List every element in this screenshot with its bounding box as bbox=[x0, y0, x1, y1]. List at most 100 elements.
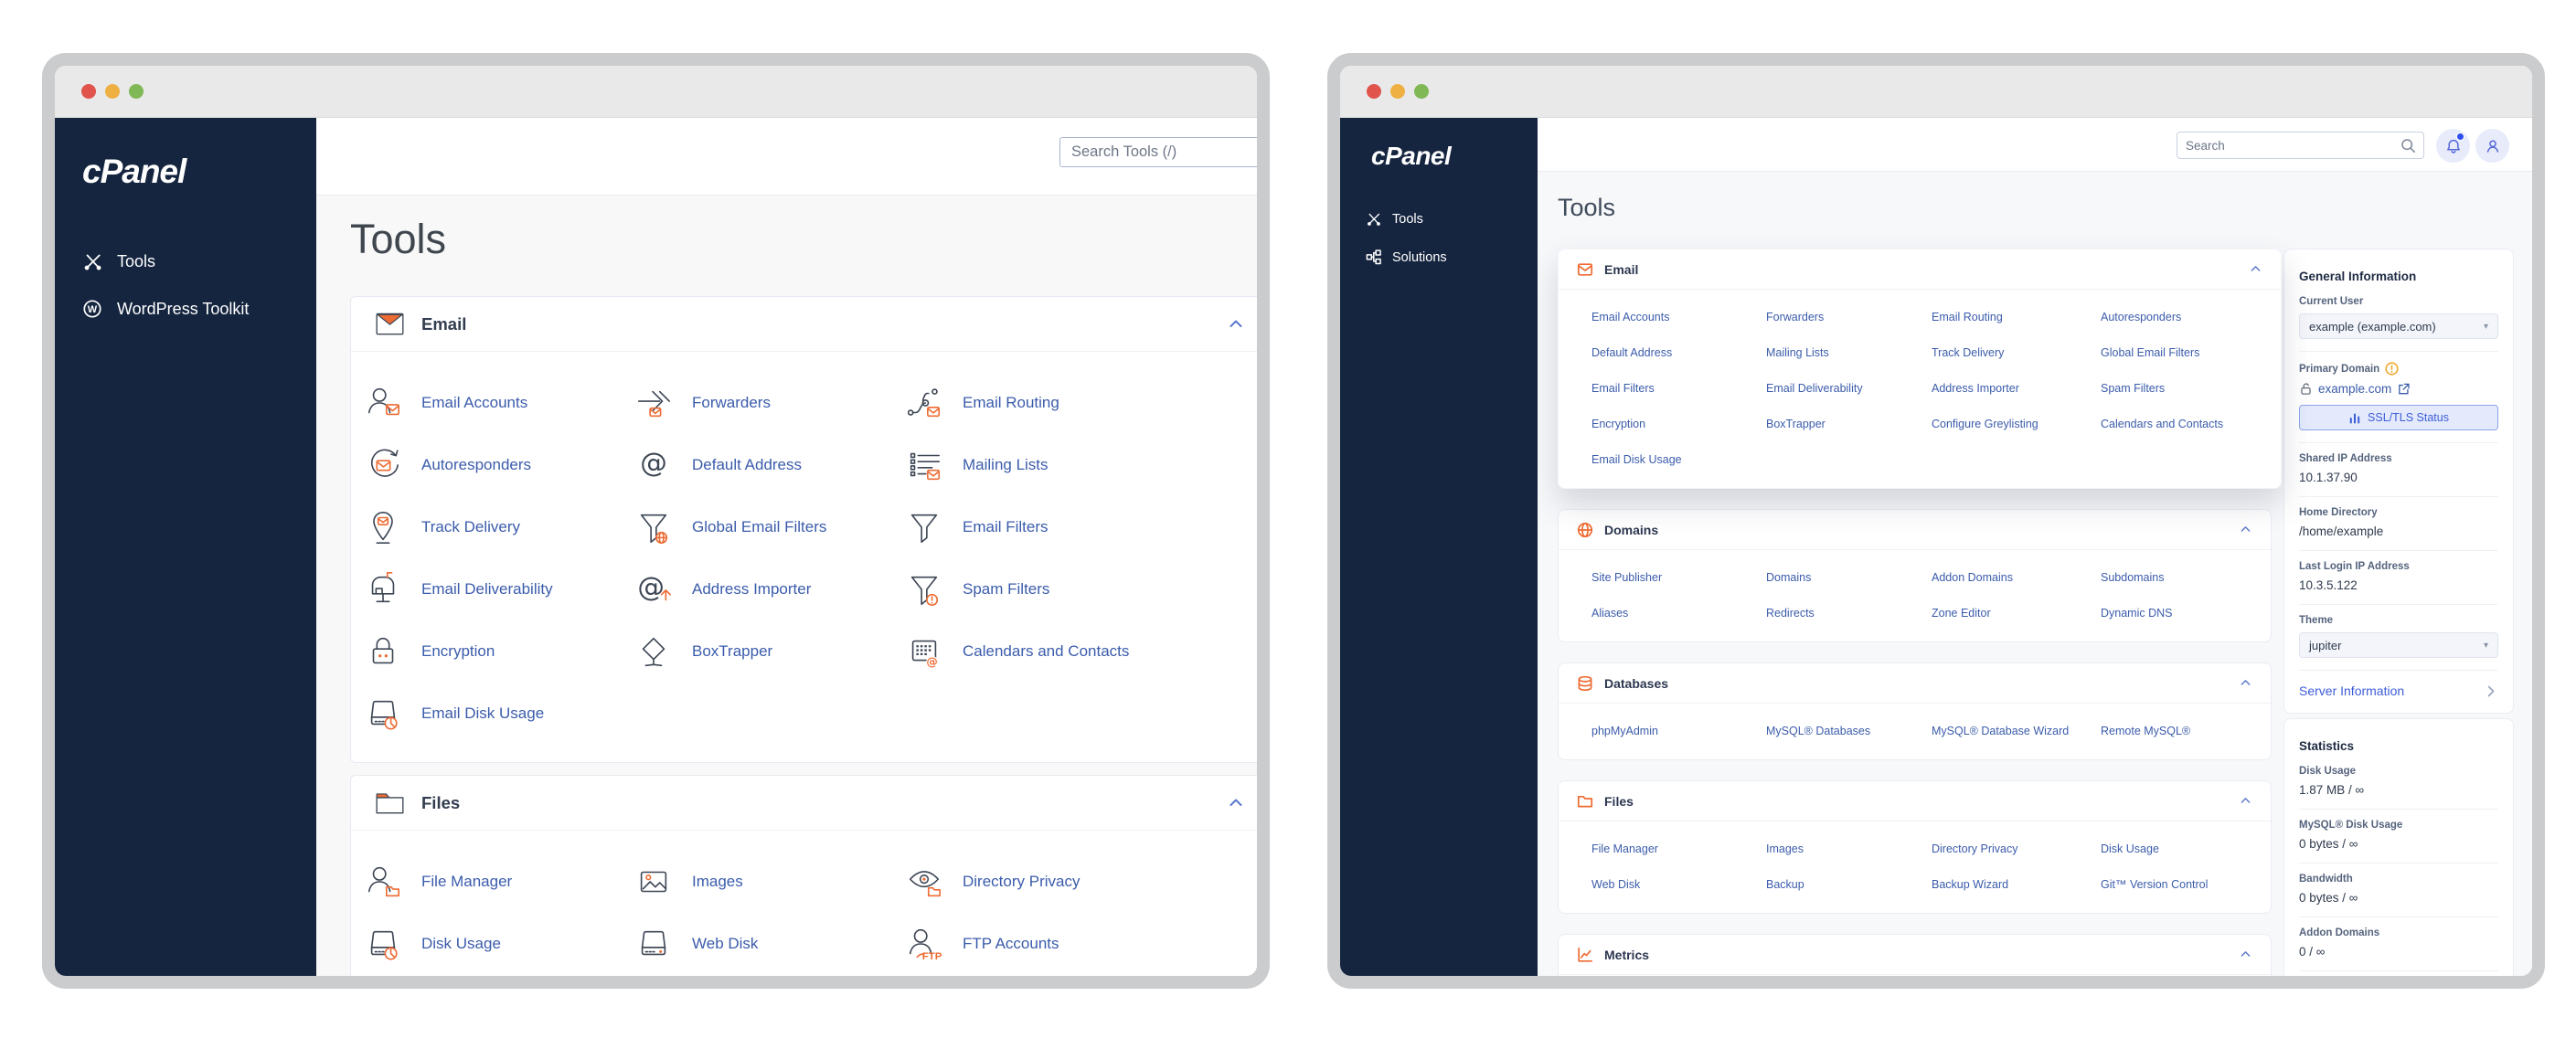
stat-label: Bandwidth bbox=[2299, 874, 2353, 885]
collapse-chevron-up-icon[interactable] bbox=[2239, 676, 2252, 690]
tool-link[interactable]: Global Email Filters bbox=[2101, 345, 2200, 359]
chevron-right-icon bbox=[2485, 684, 2498, 698]
search-input[interactable] bbox=[1059, 137, 1257, 167]
tool-link[interactable]: Autoresponders bbox=[421, 456, 532, 473]
sidebar-item-solutions[interactable]: Solutions bbox=[1366, 249, 1538, 265]
collapse-chevron-up-icon[interactable] bbox=[1227, 794, 1245, 812]
tool-link[interactable]: Email Deliverability bbox=[1766, 381, 1863, 395]
tool-link[interactable]: Disk Usage bbox=[421, 935, 501, 952]
tool-link[interactable]: Redirects bbox=[1766, 606, 1815, 620]
tool-link[interactable]: Email Disk Usage bbox=[1591, 452, 1682, 466]
tool-link[interactable]: Images bbox=[692, 873, 743, 890]
cpanel-logo[interactable]: cPanel bbox=[82, 153, 186, 190]
tool-link[interactable]: Zone Editor bbox=[1932, 606, 1991, 620]
tool-link[interactable]: MySQL® Database Wizard bbox=[1932, 724, 2070, 737]
maximize-window-dot[interactable] bbox=[129, 84, 144, 99]
sidebar-item-tools[interactable]: Tools bbox=[82, 251, 316, 271]
tool-link[interactable]: File Manager bbox=[1591, 842, 1658, 855]
tool-link[interactable]: Email Accounts bbox=[1591, 310, 1670, 323]
sidebar-item-tools[interactable]: Tools bbox=[1366, 211, 1538, 227]
minimize-window-dot[interactable] bbox=[105, 84, 120, 99]
tool-link[interactable]: Domains bbox=[1766, 570, 1812, 584]
search-box bbox=[2177, 132, 2424, 159]
tool-link[interactable]: File Manager bbox=[421, 873, 513, 890]
tool-link[interactable]: Email Deliverability bbox=[421, 580, 553, 598]
tool-link[interactable]: Addon Domains bbox=[1932, 570, 2013, 584]
minimize-window-dot[interactable] bbox=[1390, 84, 1405, 99]
notifications-button[interactable] bbox=[2436, 129, 2470, 163]
tool-link[interactable]: Email Routing bbox=[1932, 310, 2003, 323]
tool-link[interactable]: Address Importer bbox=[692, 580, 812, 598]
collapse-chevron-up-icon[interactable] bbox=[2239, 794, 2252, 808]
tool-link[interactable]: FTP Accounts bbox=[963, 935, 1059, 952]
sidebar-item-wordpress-toolkit[interactable]: W WordPress Toolkit bbox=[82, 299, 316, 319]
tool-link[interactable]: Aliases bbox=[1591, 606, 1629, 620]
tool-link[interactable]: Calendars and Contacts bbox=[2101, 417, 2224, 430]
tool-link[interactable]: Web Disk bbox=[692, 935, 759, 952]
tool-link[interactable]: Images bbox=[1766, 842, 1804, 855]
tool-link[interactable]: Track Delivery bbox=[421, 518, 520, 535]
collapse-chevron-up-icon[interactable] bbox=[1227, 315, 1245, 334]
tool-link[interactable]: Mailing Lists bbox=[1766, 345, 1829, 359]
tool-link[interactable]: Disk Usage bbox=[2101, 842, 2159, 855]
tool-link[interactable]: Address Importer bbox=[1932, 381, 2019, 395]
close-window-dot[interactable] bbox=[81, 84, 96, 99]
close-window-dot[interactable] bbox=[1367, 84, 1381, 99]
tool-link[interactable]: Backup Wizard bbox=[1932, 877, 2009, 891]
tool-link[interactable]: Forwarders bbox=[1766, 310, 1825, 323]
primary-domain-link[interactable]: example.com bbox=[2299, 382, 2498, 396]
field-label: Theme bbox=[2299, 615, 2498, 626]
cpanel-logo[interactable]: cPanel bbox=[1371, 142, 1452, 170]
tool-link[interactable]: Calendars and Contacts bbox=[963, 642, 1130, 660]
tool-link[interactable]: phpMyAdmin bbox=[1591, 724, 1658, 737]
account-button[interactable] bbox=[2475, 129, 2509, 163]
tool-link[interactable]: Default Address bbox=[1591, 345, 1673, 359]
tool-link[interactable]: Email Accounts bbox=[421, 394, 528, 411]
tool-link[interactable]: Email Filters bbox=[1591, 381, 1655, 395]
tool-link[interactable]: Autoresponders bbox=[2101, 310, 2182, 323]
ssl-tls-status-button[interactable]: SSL/TLS Status bbox=[2299, 405, 2498, 430]
tool-link[interactable]: Git™ Version Control bbox=[2101, 877, 2209, 891]
tool-link[interactable]: Subdomains bbox=[2101, 570, 2165, 584]
field-select[interactable]: example (example.com) ▾ bbox=[2299, 313, 2498, 339]
tool-link[interactable]: Encryption bbox=[1591, 417, 1646, 430]
tool-link[interactable]: Directory Privacy bbox=[1932, 842, 2018, 855]
tool-link[interactable]: Backup bbox=[1766, 877, 1804, 891]
tool-link[interactable]: Default Address bbox=[692, 456, 803, 473]
tool-link[interactable]: Site Publisher bbox=[1591, 570, 1663, 584]
collapse-chevron-up-icon[interactable] bbox=[2239, 523, 2252, 536]
tool-link[interactable]: Web Disk bbox=[1591, 877, 1641, 891]
collapse-chevron-up-icon[interactable] bbox=[2239, 948, 2252, 961]
tool-link[interactable]: Spam Filters bbox=[963, 580, 1050, 598]
tool-link[interactable]: Mailing Lists bbox=[963, 456, 1048, 473]
tool-link[interactable]: Dynamic DNS bbox=[2101, 606, 2173, 620]
tool-link[interactable]: MySQL® Databases bbox=[1766, 724, 1871, 737]
tool-link[interactable]: Encryption bbox=[421, 642, 495, 660]
tool-item: Mailing Lists bbox=[905, 434, 1176, 496]
tool-link[interactable]: Remote MySQL® bbox=[2101, 724, 2191, 737]
tool-link[interactable]: Directory Privacy bbox=[963, 873, 1080, 890]
tool-link[interactable]: Email Disk Usage bbox=[421, 705, 545, 722]
tool-link[interactable]: Forwarders bbox=[692, 394, 771, 411]
tool-link[interactable]: Configure Greylisting bbox=[1932, 417, 2038, 430]
tool-item: @ Default Address bbox=[634, 434, 905, 496]
section-card-databases: Databases phpMyAdmin MySQL® Databases MySQL… bbox=[1558, 662, 2272, 760]
tool-link[interactable]: Track Delivery bbox=[1932, 345, 2005, 359]
tool-link[interactable]: Email Filters bbox=[963, 518, 1048, 535]
pin-mail-icon bbox=[364, 508, 402, 546]
collapse-chevron-up-icon[interactable] bbox=[2249, 262, 2262, 276]
field-select[interactable]: jupiter ▾ bbox=[2299, 632, 2498, 658]
tool-link[interactable]: BoxTrapper bbox=[692, 642, 773, 660]
tool-sections: Email Email Accounts Forwarders Email Routi… bbox=[1558, 249, 2282, 976]
tool-link[interactable]: Spam Filters bbox=[2101, 381, 2166, 395]
search-input[interactable] bbox=[2186, 138, 2400, 153]
tool-link[interactable]: Global Email Filters bbox=[692, 518, 827, 535]
at-sign-icon: @ bbox=[634, 446, 673, 484]
section-grid: File Manager Images Directory Privacy Disk … bbox=[1559, 821, 2271, 913]
maximize-window-dot[interactable] bbox=[1414, 84, 1429, 99]
tool-link[interactable]: Email Routing bbox=[963, 394, 1059, 411]
external-link-icon bbox=[2397, 382, 2411, 396]
tool-link[interactable]: BoxTrapper bbox=[1766, 417, 1826, 430]
server-information-link[interactable]: Server Information bbox=[2299, 683, 2405, 698]
caret-down-icon: ▾ bbox=[2483, 640, 2488, 651]
